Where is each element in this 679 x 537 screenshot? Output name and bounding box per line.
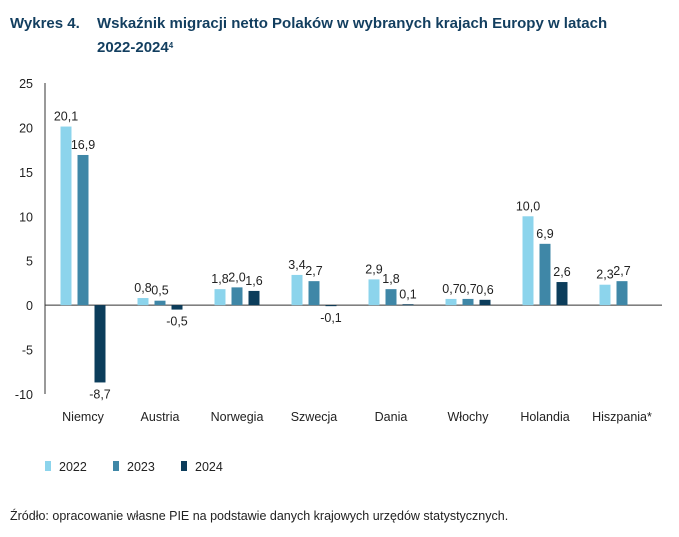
legend-label: 2023	[127, 460, 155, 474]
y-tick-label: 10	[19, 210, 33, 224]
data-label: -8,7	[89, 387, 111, 401]
bar-2023	[154, 300, 166, 306]
x-tick-label: Holandia	[520, 410, 569, 424]
data-label: 1,8	[382, 272, 399, 286]
data-label: 2,7	[305, 264, 322, 278]
data-label: 2,7	[613, 264, 630, 278]
data-label: 20,1	[54, 110, 78, 124]
bar-2023	[308, 281, 320, 306]
data-label: 2,6	[553, 265, 570, 279]
bar-2024	[171, 305, 183, 310]
x-tick-label: Szwecja	[291, 410, 338, 424]
y-tick-label: 15	[19, 166, 33, 180]
data-label: 6,9	[536, 227, 553, 241]
data-label: 1,8	[211, 272, 228, 286]
data-label: 10,0	[516, 199, 540, 213]
data-label: 0,6	[476, 283, 493, 297]
source-note: Źródło: opracowanie własne PIE na podsta…	[10, 509, 509, 523]
bar-2023	[231, 287, 243, 306]
footnote-marker: 4	[168, 41, 174, 50]
legend-swatch-2024	[181, 461, 187, 471]
y-tick-label: 0	[26, 299, 33, 313]
data-label: 2,3	[596, 268, 613, 282]
bar-chart: -10 -5 0 5 10 15 20 25 Niemcy 20,1 16,9 -8,7 Austria…	[15, 77, 662, 474]
bar-2024	[479, 299, 491, 306]
y-tick-label: 25	[19, 77, 33, 91]
bar-2022	[291, 274, 303, 306]
data-label: -0,1	[320, 311, 342, 325]
bar-2024	[402, 304, 414, 306]
legend-swatch-2022	[45, 461, 51, 471]
x-tick-label: Austria	[141, 410, 180, 424]
x-tick-label: Dania	[375, 410, 408, 424]
data-label: 0,1	[399, 287, 416, 301]
bar-2024	[248, 290, 260, 306]
data-label: 3,4	[288, 258, 305, 272]
x-tick-label: Norwegia	[211, 410, 264, 424]
y-tick-label: -10	[15, 388, 33, 402]
bar-2022	[445, 298, 457, 306]
bar-2022	[368, 279, 380, 306]
data-label: 0,5	[151, 284, 168, 298]
bar-2024	[556, 282, 568, 306]
y-tick-label: 5	[26, 255, 33, 269]
bar-2023	[539, 243, 551, 306]
bar-2023	[77, 154, 89, 306]
bar-2022	[599, 284, 611, 306]
chart-title-text: Wskaźnik migracji netto Polaków w wybran…	[97, 15, 608, 56]
y-tick-label: 20	[19, 121, 33, 135]
bar-2024	[325, 305, 337, 307]
x-tick-label: Hiszpania*	[592, 410, 652, 424]
bar-2022	[137, 298, 149, 306]
x-tick-label: Włochy	[448, 410, 490, 424]
bar-2022	[214, 289, 226, 306]
legend-label: 2024	[195, 460, 223, 474]
legend-swatch-2023	[113, 461, 119, 471]
y-tick-label: -5	[22, 344, 33, 358]
chart-number: Wykres 4.	[10, 15, 80, 32]
data-label: 16,9	[71, 138, 95, 152]
bar-2022	[60, 126, 72, 306]
bar-2023	[616, 281, 628, 306]
data-label: 0,7	[459, 282, 476, 296]
bar-2022	[522, 216, 534, 306]
x-tick-label: Niemcy	[62, 410, 104, 424]
bar-2023	[462, 298, 474, 306]
bar-2024	[94, 305, 106, 383]
data-label: -0,5	[166, 315, 188, 329]
data-label: 2,9	[365, 262, 382, 276]
bar-2023	[385, 289, 397, 306]
data-label: 0,7	[442, 282, 459, 296]
data-label: 1,6	[245, 274, 262, 288]
data-label: 2,0	[228, 270, 245, 284]
legend-label: 2022	[59, 460, 87, 474]
data-label: 0,8	[134, 281, 151, 295]
